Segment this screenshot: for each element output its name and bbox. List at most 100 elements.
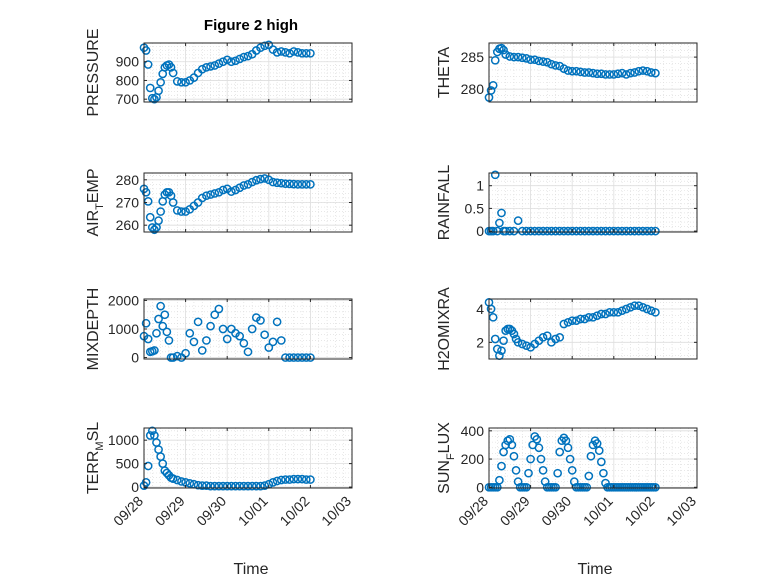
data-point [605,307,614,317]
data-point [168,353,178,362]
data-point [621,70,631,79]
data-point [588,312,598,322]
data-point [152,328,161,338]
data-point [193,317,203,327]
y-tick-label: 200 [461,451,485,467]
data-point [289,353,299,362]
data-point [210,189,220,198]
data-point [547,226,556,236]
data-point [297,353,307,362]
y-tick-label: 700 [116,91,140,107]
data-point [609,307,619,317]
data-point [268,478,278,487]
data-point [147,426,157,436]
y-tick-label: 280 [461,81,485,97]
data-point [559,64,569,74]
data-point [511,466,521,475]
data-point [559,226,569,236]
data-point [214,59,224,68]
data-point [542,331,552,341]
data-point [168,474,178,483]
data-point [239,181,249,190]
data-point [222,334,232,344]
data-point [630,301,639,311]
data-point [621,226,631,236]
data-point [260,481,269,491]
data-point [630,226,639,236]
data-point [235,54,245,64]
y-tick-label: 285 [461,49,485,65]
data-point [580,68,590,77]
data-point [563,443,573,453]
data-point [513,52,523,62]
data-point [150,94,159,104]
data-point [572,66,581,76]
y-tick-label: 500 [116,456,140,472]
data-point [626,226,635,236]
data-point [501,226,510,236]
data-point [569,477,579,486]
data-point [202,191,211,201]
data-point [172,475,182,485]
data-point [272,317,282,327]
data-point [638,226,648,236]
data-point [227,57,236,67]
data-point [168,68,178,78]
data-point [260,330,269,340]
data-point [555,226,565,236]
data-point [497,208,506,218]
data-point [488,312,498,322]
data-point [272,48,282,57]
data-point [596,309,606,319]
axes-box [488,427,698,489]
data-point [264,175,274,185]
data-point [567,316,577,326]
y-tick-label: 1000 [108,432,139,448]
data-point [634,226,644,236]
data-point [185,328,195,338]
y-axis-label: SUNFLUX [436,422,457,494]
axes-box [488,42,698,103]
data-point [156,207,165,216]
data-point [210,481,220,491]
data-point [646,306,656,316]
data-point [206,190,215,199]
data-point [513,477,523,486]
y-axis-label: THETA [436,47,453,99]
data-point [160,190,170,199]
subplot-mixdepth: 0 1000 2000 MIXDEPTH [85,288,353,370]
data-point [181,77,190,87]
data-point [501,50,510,59]
data-point [530,226,540,236]
data-point [592,311,602,321]
data-point [293,353,303,362]
data-point [601,309,610,319]
data-point [492,226,502,236]
data-point [218,185,228,195]
data-point [588,226,598,236]
data-point [301,475,311,484]
data-point [306,48,315,58]
data-point [227,187,236,196]
data-point [306,475,315,484]
data-point [210,61,220,70]
data-point [251,175,261,185]
data-point [206,62,215,71]
y-tick-label: 1 [476,178,484,194]
data-point [227,481,236,491]
data-point [517,53,527,63]
data-point [621,304,631,314]
data-point [247,481,257,491]
data-point [565,454,575,464]
data-point [145,83,155,93]
data-point [567,66,577,76]
data-point [646,226,656,236]
data-point [160,310,170,320]
data-point [532,434,542,444]
data-point [584,68,594,77]
data-point [526,454,535,464]
data-point [592,69,602,79]
data-point [276,47,286,56]
data-point [630,68,639,77]
